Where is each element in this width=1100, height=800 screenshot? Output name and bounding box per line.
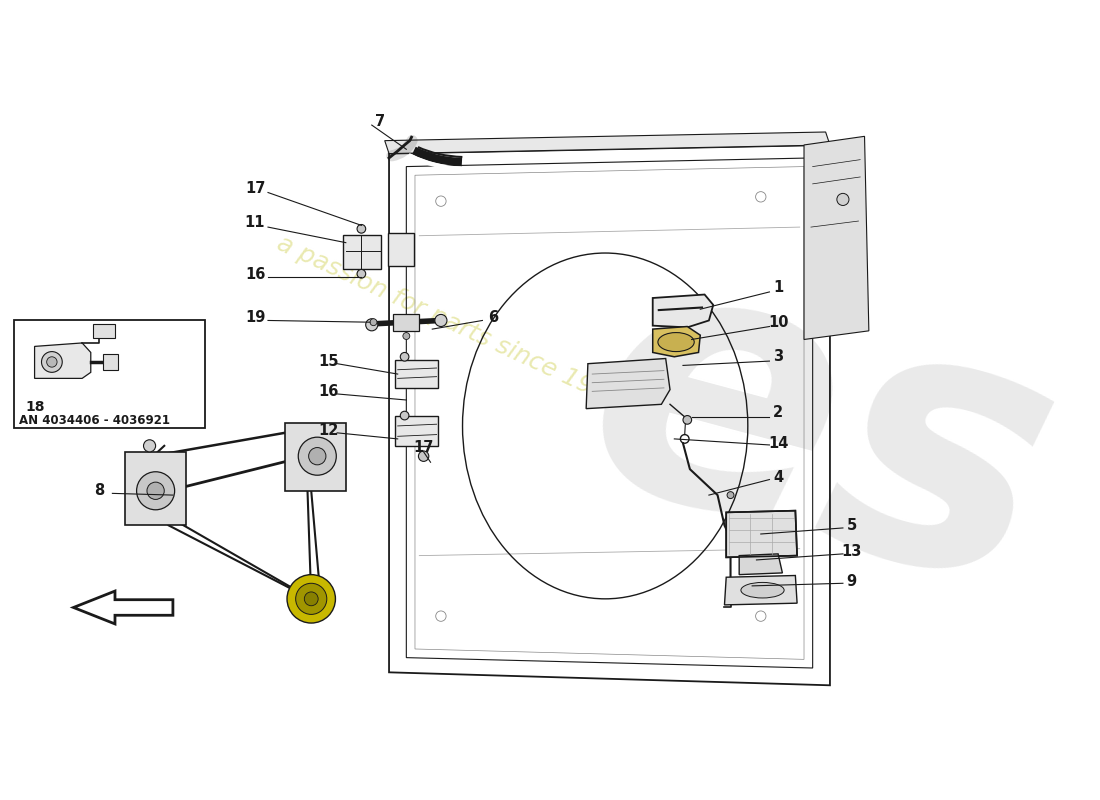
Circle shape (42, 351, 63, 372)
Text: 18: 18 (26, 400, 45, 414)
Circle shape (358, 270, 365, 278)
Circle shape (287, 574, 336, 623)
Circle shape (46, 357, 57, 367)
Circle shape (683, 415, 692, 424)
Text: 12: 12 (318, 422, 339, 438)
Text: 9: 9 (847, 574, 857, 589)
Polygon shape (34, 343, 91, 378)
Circle shape (136, 472, 175, 510)
Text: 15: 15 (318, 354, 339, 369)
Circle shape (147, 482, 164, 499)
Circle shape (434, 314, 447, 326)
FancyBboxPatch shape (395, 360, 438, 388)
Circle shape (400, 353, 409, 361)
Polygon shape (586, 358, 670, 409)
Text: 4: 4 (773, 470, 783, 486)
Text: 17: 17 (245, 181, 265, 196)
Text: 19: 19 (245, 310, 265, 326)
Polygon shape (385, 132, 829, 154)
Polygon shape (285, 423, 345, 490)
Circle shape (365, 318, 377, 331)
Polygon shape (125, 452, 186, 526)
Polygon shape (725, 575, 797, 605)
Text: 16: 16 (318, 384, 339, 399)
Text: 7: 7 (375, 114, 385, 129)
Polygon shape (804, 136, 869, 339)
Text: 13: 13 (842, 544, 861, 558)
Circle shape (418, 451, 429, 462)
FancyBboxPatch shape (388, 233, 414, 266)
Text: 3: 3 (773, 350, 783, 364)
FancyArrow shape (74, 591, 173, 624)
Circle shape (298, 437, 337, 475)
Text: 1: 1 (773, 280, 783, 295)
FancyBboxPatch shape (395, 417, 438, 446)
Text: AN 4034406 - 4036921: AN 4034406 - 4036921 (19, 414, 170, 427)
Text: 14: 14 (768, 436, 789, 450)
Circle shape (143, 440, 155, 452)
Text: 17: 17 (414, 440, 433, 455)
Circle shape (400, 411, 409, 420)
FancyBboxPatch shape (394, 314, 419, 331)
Polygon shape (652, 326, 701, 357)
Text: 6: 6 (487, 310, 498, 326)
Circle shape (727, 492, 734, 498)
Text: a passion for parts since 1985: a passion for parts since 1985 (273, 231, 626, 413)
Text: 5: 5 (846, 518, 857, 533)
Circle shape (305, 592, 318, 606)
FancyBboxPatch shape (103, 354, 119, 370)
FancyBboxPatch shape (92, 324, 116, 338)
Polygon shape (739, 554, 782, 574)
FancyArrowPatch shape (392, 141, 412, 156)
Circle shape (370, 318, 377, 326)
Text: es: es (554, 210, 1089, 666)
Circle shape (403, 333, 410, 339)
FancyBboxPatch shape (14, 321, 205, 428)
FancyBboxPatch shape (343, 235, 382, 270)
Ellipse shape (658, 333, 694, 351)
Text: 10: 10 (768, 314, 789, 330)
Ellipse shape (741, 582, 784, 598)
Text: 8: 8 (95, 483, 104, 498)
Text: 2: 2 (773, 406, 783, 421)
Circle shape (358, 225, 365, 233)
Polygon shape (726, 510, 798, 558)
Text: 11: 11 (245, 215, 265, 230)
Text: 16: 16 (245, 267, 265, 282)
Circle shape (296, 583, 327, 614)
Circle shape (309, 447, 326, 465)
Circle shape (837, 194, 849, 206)
Polygon shape (652, 294, 713, 327)
